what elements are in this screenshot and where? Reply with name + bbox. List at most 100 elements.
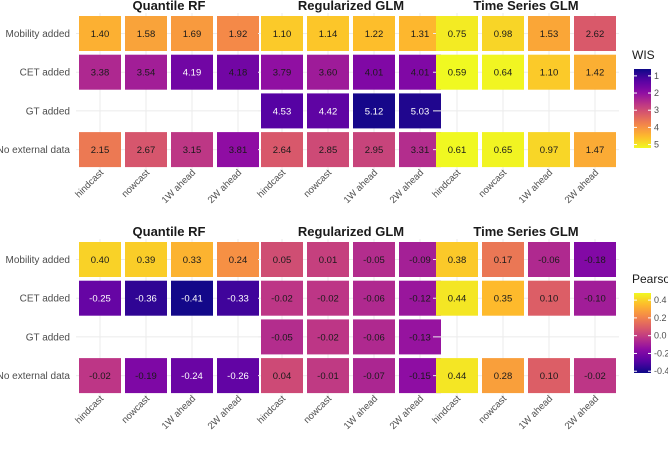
heatmap-cell bbox=[79, 16, 121, 51]
column-label: 2W ahead bbox=[206, 393, 244, 431]
heatmap-cell bbox=[574, 242, 616, 277]
cell-value-label: 0.59 bbox=[448, 68, 467, 79]
heatmap-cell bbox=[79, 54, 121, 90]
heatmap-cell bbox=[307, 16, 349, 51]
cell-value-label: -0.36 bbox=[135, 294, 157, 305]
cell-value-label: 0.98 bbox=[494, 29, 513, 40]
heatmap-cell bbox=[353, 16, 395, 51]
cell-value-label: -0.25 bbox=[89, 294, 111, 305]
cell-value-label: 4.19 bbox=[183, 68, 202, 79]
cell-value-label: 2.64 bbox=[273, 145, 292, 156]
column-label: 2W ahead bbox=[563, 393, 601, 431]
heatmap-cell bbox=[482, 358, 524, 394]
row-label: No external data bbox=[0, 371, 70, 382]
cell-value-label: 0.01 bbox=[319, 255, 338, 266]
column-label: 1W ahead bbox=[517, 167, 555, 205]
heatmap-cell bbox=[307, 93, 349, 129]
heatmap-cell bbox=[261, 132, 303, 168]
cell-value-label: 2.85 bbox=[319, 145, 338, 156]
heatmap-cell bbox=[436, 280, 478, 316]
heatmap-cell bbox=[574, 54, 616, 90]
column-label: 1W ahead bbox=[517, 393, 555, 431]
cell-value-label: 4.53 bbox=[273, 106, 292, 117]
cell-value-label: 3.15 bbox=[183, 145, 202, 156]
heatmap-cell bbox=[217, 16, 259, 51]
cell-value-label: -0.02 bbox=[89, 371, 111, 382]
heatmap-cell bbox=[261, 242, 303, 277]
cell-value-label: -0.02 bbox=[271, 294, 293, 305]
heatmap-cell bbox=[353, 54, 395, 90]
heatmap-cell bbox=[261, 16, 303, 51]
cell-value-label: -0.06 bbox=[363, 294, 385, 305]
heatmap-cell bbox=[353, 358, 395, 394]
cell-value-label: -0.33 bbox=[227, 294, 249, 305]
cell-value-label: 1.92 bbox=[229, 29, 248, 40]
row-label: CET added bbox=[20, 68, 70, 79]
cell-value-label: 4.01 bbox=[365, 68, 384, 79]
cell-value-label: 0.61 bbox=[448, 145, 467, 156]
cell-value-label: 0.35 bbox=[494, 294, 513, 305]
heatmap-cell bbox=[171, 54, 213, 90]
heatmap-cell bbox=[125, 132, 167, 168]
legend-tick-label: 0.0 bbox=[654, 331, 667, 341]
cell-value-label: 0.24 bbox=[229, 255, 248, 266]
heatmap-cell bbox=[125, 54, 167, 90]
cell-value-label: -0.06 bbox=[538, 255, 560, 266]
cell-value-label: 3.81 bbox=[229, 145, 248, 156]
cell-value-label: 0.39 bbox=[137, 255, 156, 266]
cell-value-label: 1.69 bbox=[183, 29, 202, 40]
legend-tick-label: 0.2 bbox=[654, 313, 667, 323]
column-label: hindcast bbox=[430, 393, 463, 426]
column-label: nowcast bbox=[302, 393, 335, 426]
cell-value-label: 1.10 bbox=[273, 29, 292, 40]
heatmap-cell bbox=[261, 319, 303, 355]
cell-value-label: 0.28 bbox=[494, 371, 513, 382]
legend-tick-label: 4 bbox=[654, 122, 659, 132]
cell-value-label: -0.07 bbox=[363, 371, 385, 382]
legend-tick-label: -0.2 bbox=[654, 348, 668, 358]
heatmap-cell bbox=[353, 242, 395, 277]
cell-value-label: 0.10 bbox=[540, 371, 559, 382]
heatmap-cell bbox=[353, 280, 395, 316]
heatmap-cell bbox=[482, 132, 524, 168]
row-label: GT added bbox=[26, 106, 70, 117]
column-label: 2W ahead bbox=[388, 167, 426, 205]
cell-value-label: 1.58 bbox=[137, 29, 156, 40]
cell-value-label: 1.42 bbox=[586, 68, 605, 79]
cell-value-label: 2.67 bbox=[137, 145, 156, 156]
heatmap-cell bbox=[436, 242, 478, 277]
cell-value-label: 0.10 bbox=[540, 294, 559, 305]
column-label: 1W ahead bbox=[160, 393, 198, 431]
column-label: hindcast bbox=[430, 167, 463, 200]
legend-colorbar bbox=[634, 69, 651, 148]
heatmap-cell bbox=[171, 358, 213, 394]
heatmap-cell bbox=[125, 242, 167, 277]
column-label: hindcast bbox=[255, 167, 288, 200]
heatmap-cell bbox=[574, 280, 616, 316]
panel-title: Time Series GLM bbox=[473, 224, 578, 239]
heatmap-cell bbox=[353, 132, 395, 168]
cell-value-label: 2.62 bbox=[586, 29, 605, 40]
heatmap-cell bbox=[482, 280, 524, 316]
cell-value-label: 0.65 bbox=[494, 145, 513, 156]
column-label: 1W ahead bbox=[342, 393, 380, 431]
row-label: CET added bbox=[20, 294, 70, 305]
heatmap-cell bbox=[528, 54, 570, 90]
panel-title: Quantile RF bbox=[133, 224, 206, 239]
cell-value-label: -0.02 bbox=[584, 371, 606, 382]
heatmap-cell bbox=[482, 16, 524, 51]
heatmap-cell bbox=[217, 358, 259, 394]
panel-title: Quantile RF bbox=[133, 0, 206, 13]
column-label: hindcast bbox=[73, 167, 106, 200]
cell-value-label: 4.42 bbox=[319, 106, 338, 117]
heatmap-cell bbox=[574, 16, 616, 51]
legend-tick-label: 5 bbox=[654, 140, 659, 150]
cell-value-label: 1.10 bbox=[540, 68, 559, 79]
heatmap-cell bbox=[261, 54, 303, 90]
cell-value-label: 1.22 bbox=[365, 29, 384, 40]
heatmap-cell bbox=[79, 242, 121, 277]
heatmap-cell bbox=[79, 280, 121, 316]
heatmap-cell bbox=[261, 358, 303, 394]
cell-value-label: 3.60 bbox=[319, 68, 338, 79]
heatmap-cell bbox=[307, 54, 349, 90]
